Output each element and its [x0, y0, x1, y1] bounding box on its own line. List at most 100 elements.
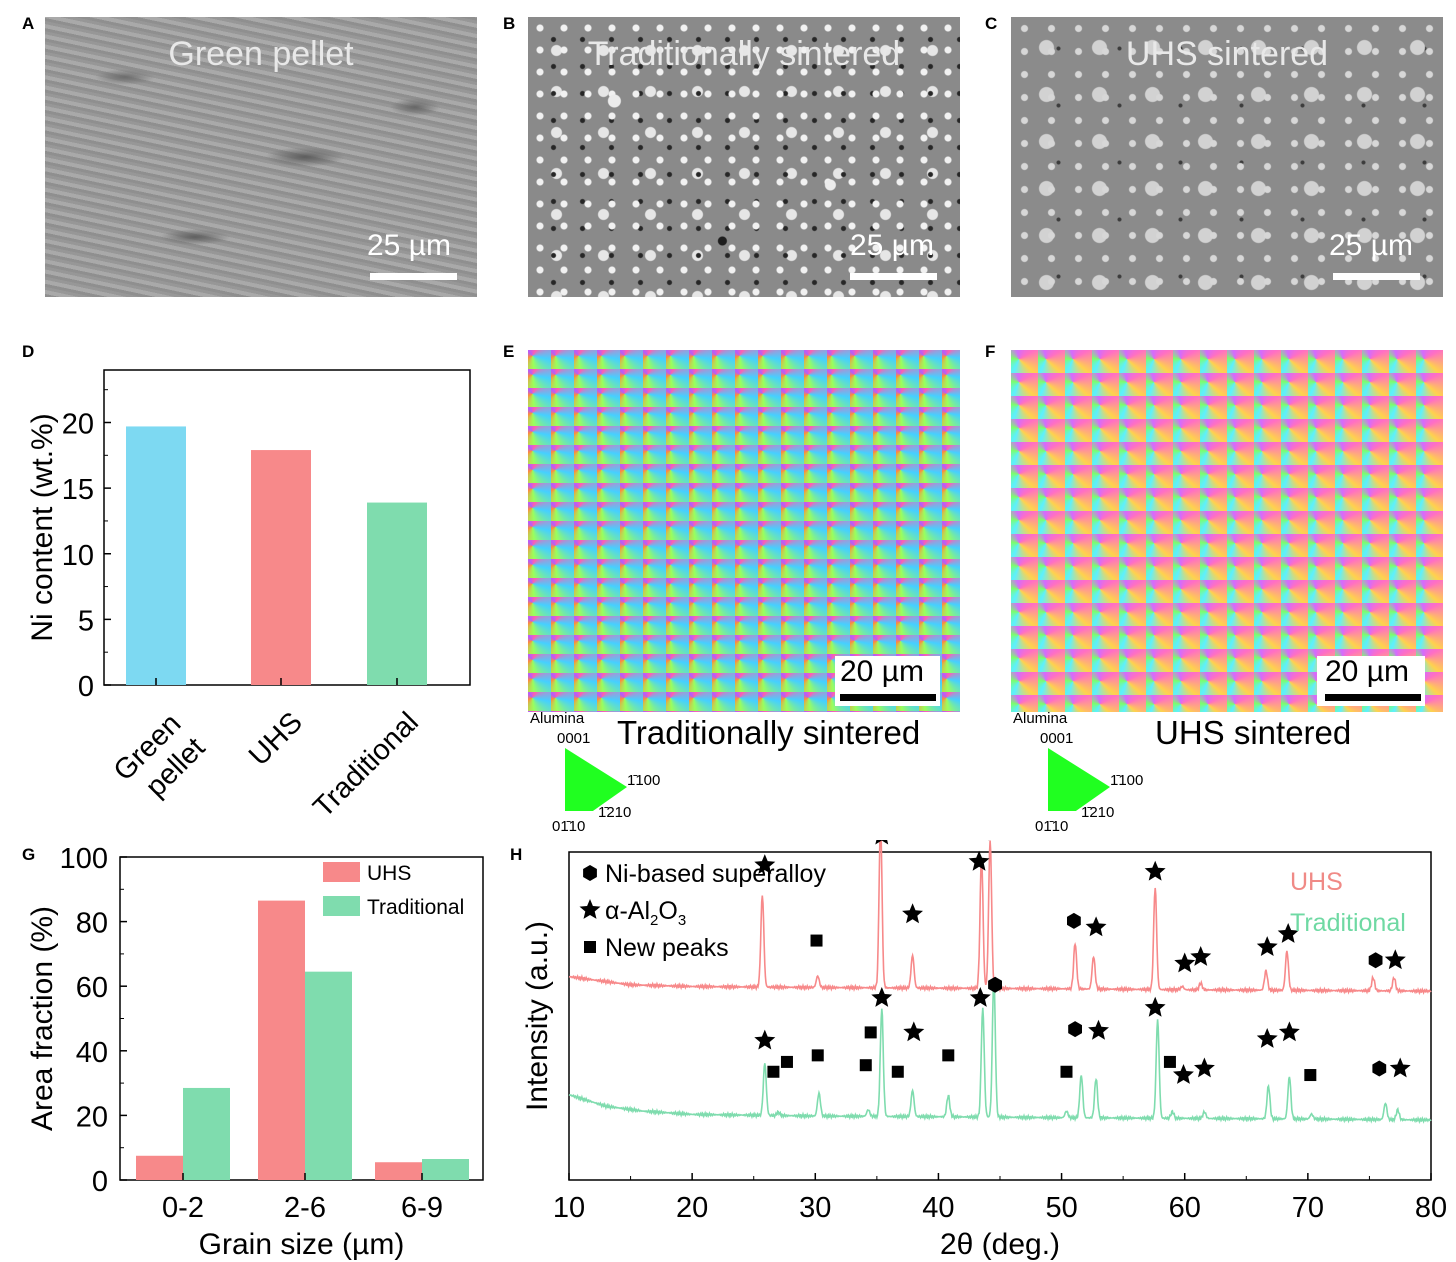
legend-label-uhs: UHS: [367, 862, 411, 885]
x-tick-label: 10: [553, 1192, 585, 1224]
x-tick-label: 70: [1292, 1192, 1324, 1224]
legend-label-alpha-al2o3: α-Al2O3: [605, 897, 686, 929]
y-tick-label: 10: [62, 540, 94, 572]
peak-marker-star: [903, 1021, 925, 1042]
legend-text-part: α-Al: [605, 897, 650, 925]
legend-label-square: New peaks: [605, 934, 729, 962]
legend-subscript: 2: [650, 912, 658, 929]
peak-marker-square: [1304, 1069, 1317, 1082]
bar-traditional: [367, 502, 427, 685]
x-tick-label: 40: [922, 1192, 954, 1224]
peak-marker-star: [902, 903, 923, 924]
panel-letter-g: G: [22, 845, 36, 864]
xrd-line-uhs: [568, 840, 1432, 996]
peak-marker-hex: [1068, 1021, 1082, 1038]
x-tick-label: 30: [799, 1192, 831, 1224]
peak-marker-star: [754, 1029, 776, 1050]
xrd-line-traditional: [568, 979, 1432, 1125]
peak-marker-hex: [988, 976, 1002, 993]
caption-uhs-sintered: UHS sintered: [1155, 714, 1352, 751]
bar-uhs-0-2: [136, 1155, 183, 1180]
y-tick-label: 40: [76, 1037, 108, 1069]
legend-subscript: 3: [678, 912, 686, 929]
scale-bar-a: [370, 273, 457, 280]
scale-bar-c: [1333, 273, 1420, 280]
y-tick-label: 15: [62, 474, 94, 506]
bar-uhs-2-6: [258, 900, 305, 1180]
peak-marker-star: [1173, 1064, 1194, 1084]
peak-marker-square: [942, 1049, 955, 1062]
peak-marker-star: [1144, 860, 1166, 881]
y-tick-label: 100: [60, 843, 108, 875]
peak-marker-star: [1190, 946, 1212, 966]
bar-uhs: [251, 450, 311, 685]
panel-letter-a: A: [22, 14, 35, 33]
peak-marker-star: [1174, 952, 1196, 973]
scale-bar-e: [840, 694, 936, 701]
ipf-label-0110: 01̄10: [1035, 818, 1069, 835]
ipf-legend-e: Alumina 0001 1̄100 01̄10 1̄210: [530, 710, 690, 835]
x-tick-label: 20: [676, 1192, 708, 1224]
bar-green-pellet: [126, 426, 186, 685]
ebsd-map-uhs: 20 µm: [1011, 350, 1443, 712]
y-tick-label: 5: [78, 605, 94, 637]
scale-bar-f: [1325, 694, 1421, 701]
panel-letter-f: F: [985, 342, 996, 361]
y-tick-label: 0: [78, 671, 94, 703]
series-label-traditional: Traditional: [1290, 909, 1406, 937]
legend-text-part: O: [658, 897, 677, 925]
sem-image-green-pellet: Green pellet 25 µm: [45, 17, 477, 297]
y-axis-label: Ni content (wt.%): [26, 413, 59, 641]
peak-marker-star: [1389, 1057, 1411, 1078]
y-tick-label: 0: [92, 1166, 108, 1198]
panel-letter-c: C: [985, 14, 998, 33]
x-tick-label: 50: [1045, 1192, 1077, 1224]
scale-bar-b: [850, 273, 937, 280]
caption-traditionally-sintered: Traditionally sintered: [617, 714, 921, 751]
y-tick-label: 60: [76, 972, 108, 1004]
peak-marker-hex: [1368, 952, 1383, 969]
peak-marker-square: [1163, 1055, 1176, 1068]
chart-g-grain-size: 0 20 40 60 80 100 0-2 2-6 6-9 UHS Traditional Grain…: [26, 843, 484, 1261]
peak-marker-square: [1060, 1065, 1073, 1078]
legend-swatch-traditional: [323, 896, 360, 916]
ipf-label-0001: 0001: [557, 730, 591, 747]
peak-marker-star: [1085, 916, 1107, 937]
panel-letter-h: H: [510, 845, 523, 864]
peak-marker-square: [859, 1059, 872, 1072]
ipf-triangle: [1048, 748, 1110, 811]
y-tick-label: 20: [62, 409, 94, 441]
chart-h-xrd: 10 20 30 40 50 60 70 80 2θ (deg.) Intensity (a.u.…: [521, 840, 1447, 1261]
legend-label-hex: Ni-based superalloy: [605, 860, 826, 888]
sem-image-uhs: UHS sintered 25 µm: [1011, 17, 1443, 297]
ipf-label-0110: 01̄10: [552, 818, 586, 835]
peak-marker-square: [891, 1065, 904, 1078]
ipf-legend-title: Alumina: [530, 710, 585, 727]
legend-marker-star: [579, 899, 601, 919]
panel-letter-b: B: [503, 14, 516, 33]
peak-marker-star: [871, 987, 893, 1007]
x-tick-label: 0-2: [162, 1192, 204, 1224]
panel-letter-e: E: [503, 342, 515, 361]
sem-title-traditional: Traditionally sintered: [587, 35, 901, 73]
scale-label-e: 20 µm: [840, 655, 924, 688]
x-axis-label: Grain size (µm): [199, 1228, 405, 1261]
x-tick-label: UHS: [243, 706, 309, 772]
peak-marker-square: [811, 1049, 824, 1062]
peak-marker-square: [810, 934, 823, 947]
peak-marker-star: [1277, 923, 1299, 943]
sem-title-uhs: UHS sintered: [1125, 35, 1329, 73]
x-tick-label: 6-9: [401, 1192, 443, 1224]
bar-traditional-0-2: [183, 1087, 230, 1180]
legend-marker-square: [584, 941, 596, 953]
x-axis-label: 2θ (deg.): [940, 1228, 1060, 1261]
series-label-uhs: UHS: [1290, 868, 1343, 896]
peak-marker-star: [1144, 996, 1166, 1017]
y-tick-label: 80: [76, 908, 108, 940]
bar-uhs-6-9: [375, 1162, 422, 1180]
peak-marker-star: [754, 854, 776, 874]
y-axis-label: Intensity (a.u.): [521, 921, 554, 1111]
ipf-legend-title: Alumina: [1013, 710, 1068, 727]
ipf-label-1210: 1̄210: [1081, 804, 1115, 821]
